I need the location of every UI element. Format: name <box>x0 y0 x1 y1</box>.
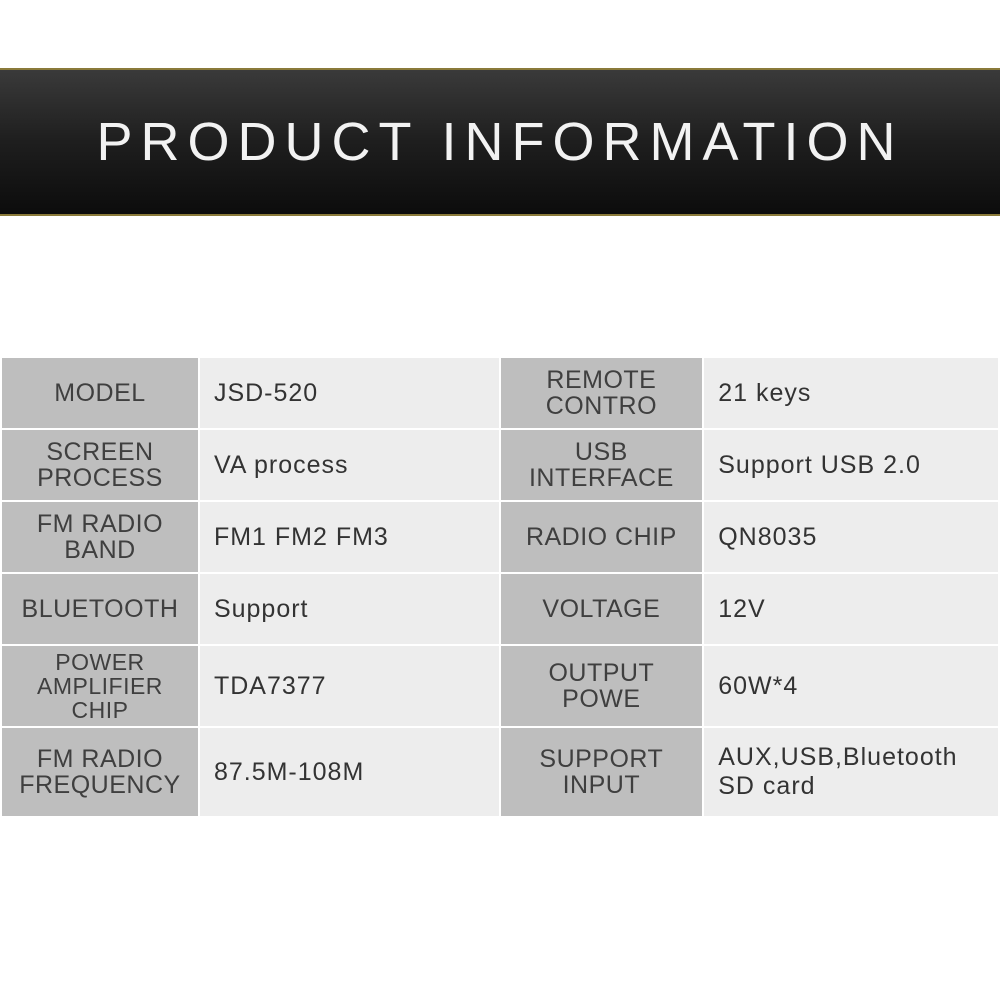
value-voltage: 12V <box>703 573 999 645</box>
value-bluetooth: Support <box>199 573 500 645</box>
value-support-input: AUX,USB,Bluetooth SD card <box>703 727 999 817</box>
value-model: JSD-520 <box>199 357 500 429</box>
table-row: MODEL JSD-520 REMOTE CONTRO 21 keys <box>1 357 999 429</box>
label-power-amplifier-chip: POWER AMPLIFIER CHIP <box>1 645 199 727</box>
banner: PRODUCT INFORMATION <box>0 68 1000 216</box>
value-usb-interface: Support USB 2.0 <box>703 429 999 501</box>
label-radio-chip: RADIO CHIP <box>500 501 704 573</box>
table-row: SCREEN PROCESS VA process USB INTERFACE … <box>1 429 999 501</box>
label-remote-control: REMOTE CONTRO <box>500 357 704 429</box>
label-model: MODEL <box>1 357 199 429</box>
label-fm-radio-frequency: FM RADIO FREQUENCY <box>1 727 199 817</box>
label-voltage: VOLTAGE <box>500 573 704 645</box>
value-radio-chip: QN8035 <box>703 501 999 573</box>
value-screen-process: VA process <box>199 429 500 501</box>
table-row: POWER AMPLIFIER CHIP TDA7377 OUTPUT POWE… <box>1 645 999 727</box>
banner-title: PRODUCT INFORMATION <box>97 111 904 173</box>
value-output-power: 60W*4 <box>703 645 999 727</box>
value-fm-radio-frequency: 87.5M-108M <box>199 727 500 817</box>
table-row: FM RADIO FREQUENCY 87.5M-108M SUPPORT IN… <box>1 727 999 817</box>
label-bluetooth: BLUETOOTH <box>1 573 199 645</box>
label-usb-interface: USB INTERFACE <box>500 429 704 501</box>
table-row: FM RADIO BAND FM1 FM2 FM3 RADIO CHIP QN8… <box>1 501 999 573</box>
label-screen-process: SCREEN PROCESS <box>1 429 199 501</box>
table-row: BLUETOOTH Support VOLTAGE 12V <box>1 573 999 645</box>
value-fm-radio-band: FM1 FM2 FM3 <box>199 501 500 573</box>
value-power-amplifier-chip: TDA7377 <box>199 645 500 727</box>
label-support-input: SUPPORT INPUT <box>500 727 704 817</box>
label-output-power: OUTPUT POWE <box>500 645 704 727</box>
label-fm-radio-band: FM RADIO BAND <box>1 501 199 573</box>
value-remote-control: 21 keys <box>703 357 999 429</box>
spec-table: MODEL JSD-520 REMOTE CONTRO 21 keys SCRE… <box>0 356 1000 818</box>
